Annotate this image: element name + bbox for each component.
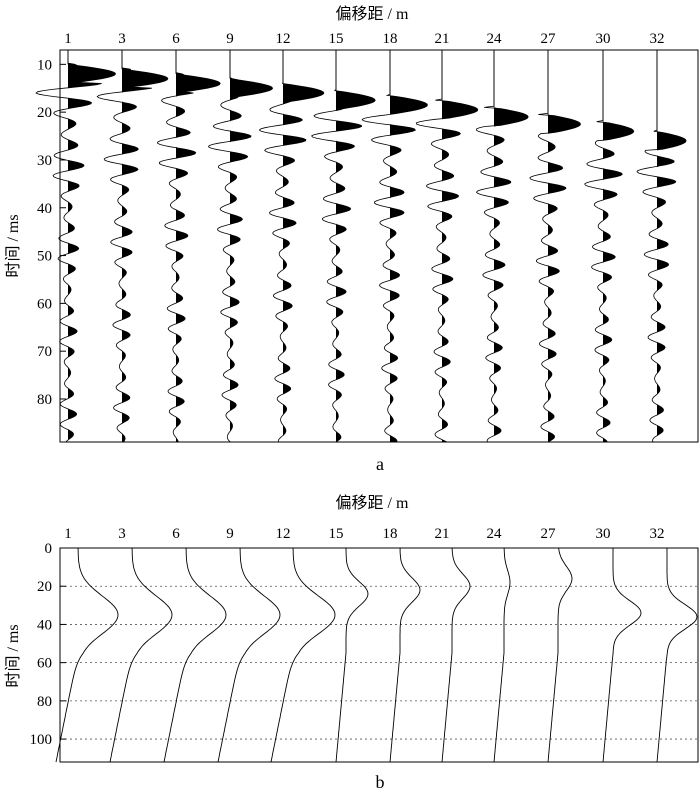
panel-a-y-tick-label: 80 [37,392,52,408]
panel-b-trace [270,548,336,763]
panel-a-trace-line [157,50,221,443]
panel-a-x-tick-label: 12 [276,31,291,47]
panel-b-trace [656,548,698,763]
panel-b-gridlines [60,585,698,740]
panel-a-trace-fill [442,50,478,442]
panel-a-trace-line [258,50,325,443]
panel-a-trace-line [584,50,635,443]
panel-b-frame [59,547,699,763]
panel-b-x-tick-label: 30 [596,526,611,542]
panel-a-x-tick-labels: 1 3 6 9 12 15 18 21 24 27 30 32 [64,31,664,47]
panel-a-x-tick-label: 1 [64,31,72,47]
panel-b-y-tick-label: 60 [37,656,52,672]
panel-b-trace [441,547,471,763]
panel-b-trace [217,548,281,763]
panel-a-trace-line [35,50,117,443]
panel-a-trace-line [475,50,529,443]
panel-a-y-tick-label: 50 [37,249,52,265]
panel-a-trace-fill [283,50,324,442]
panel-b-trace [602,548,642,763]
panel-b-x-tick-label: 12 [276,526,291,542]
panel-b-trace [55,548,119,763]
chart-panel-b: 偏移距 / m 1 3 6 9 12 15 18 21 24 27 30 32 0 20 40 60 80 10… [4,494,699,792]
panel-b-y-axis: 0 20 40 60 80 100 [30,541,66,748]
panel-a-x-tick-label: 18 [383,31,398,47]
panel-b-y-tick-label: 100 [30,732,53,748]
panel-a-trace-fill [548,50,581,442]
panel-a-x-tick-label: 21 [435,31,450,47]
panel-b-traces [55,547,698,763]
panel-a-trace-line [96,50,169,443]
panel-b-trace [389,548,421,763]
panel-a-y-tick-label: 40 [37,201,52,217]
panel-a-trace-line [361,50,428,443]
panel-b-trace [493,547,511,763]
chart-panel-a: 偏移距 / m 1 3 6 9 12 15 18 21 24 27 30 32 10 20 30 40 50 6… [4,5,699,474]
panel-b-x-tick-label: 15 [329,526,344,542]
panel-b-x-tick-label: 1 [64,526,72,542]
panel-b-trace [109,548,173,763]
panel-a-x-tick-label: 6 [172,31,180,47]
panel-a-trace-fill [390,50,428,442]
panel-b-y-tick-label: 40 [37,617,52,633]
panel-b-x-tick-label: 18 [383,526,398,542]
panel-a-xlabel: 偏移距 / m [336,5,409,23]
panel-a-trace-line [310,50,376,443]
panel-b-y-tick-label: 80 [37,694,52,710]
panel-b-trace [335,548,369,763]
panel-a-trace-line [529,50,581,443]
panel-a-x-tick-label: 24 [487,31,503,47]
panel-b-caption: b [376,772,385,792]
panel-a-y-tick-label: 30 [37,153,52,169]
panel-b-ylabel: 时间 / ms [4,624,22,687]
panel-a-trace-fill [603,50,634,442]
panel-b-trace [163,548,227,763]
panel-a-y-tick-label: 70 [37,344,52,360]
panel-a-ylabel: 时间 / ms [4,214,22,277]
panel-b-x-tick-label: 3 [118,526,126,542]
panel-a-y-tick-label: 60 [37,296,52,312]
panel-b-y-tick-label: 20 [37,579,52,595]
panel-a-trace-line [207,50,274,443]
panel-a-x-tick-label: 3 [118,31,126,47]
panel-a-y-tick-label: 10 [37,57,52,73]
panel-a-x-tick-label: 9 [226,31,234,47]
panel-a-wiggle-traces [35,50,687,443]
panel-b-xlabel: 偏移距 / m [336,494,409,512]
panel-b-x-tick-label: 21 [435,526,450,542]
panel-a-trace-fill [176,50,221,442]
panel-a-y-axis: 10 20 30 40 50 60 70 80 [37,57,66,408]
panel-b-y-tick-label: 0 [45,541,53,557]
panel-b-trace [547,547,573,763]
panel-a-trace-fill [657,50,687,442]
panel-b-x-tick-label: 32 [650,526,665,542]
panel-b-x-tick-label: 9 [226,526,234,542]
panel-a-y-tick-label: 20 [37,105,52,121]
panel-a-x-tick-label: 32 [650,31,665,47]
panel-b-x-tick-label: 27 [541,526,557,542]
panel-b-x-tick-labels: 1 3 6 9 12 15 18 21 24 27 30 32 [64,526,664,542]
panel-a-x-tick-label: 27 [541,31,557,47]
panel-b-x-tick-label: 24 [487,526,503,542]
panel-a-x-tick-label: 15 [329,31,344,47]
panel-a-x-tick-label: 30 [596,31,611,47]
panel-a-trace-fill [336,50,376,442]
panel-a-caption: a [376,454,384,474]
panel-a-trace-fill [122,50,168,442]
panel-a-frame [59,49,699,443]
panel-a-trace-line [415,50,479,443]
panel-b-x-tick-label: 6 [172,526,180,542]
